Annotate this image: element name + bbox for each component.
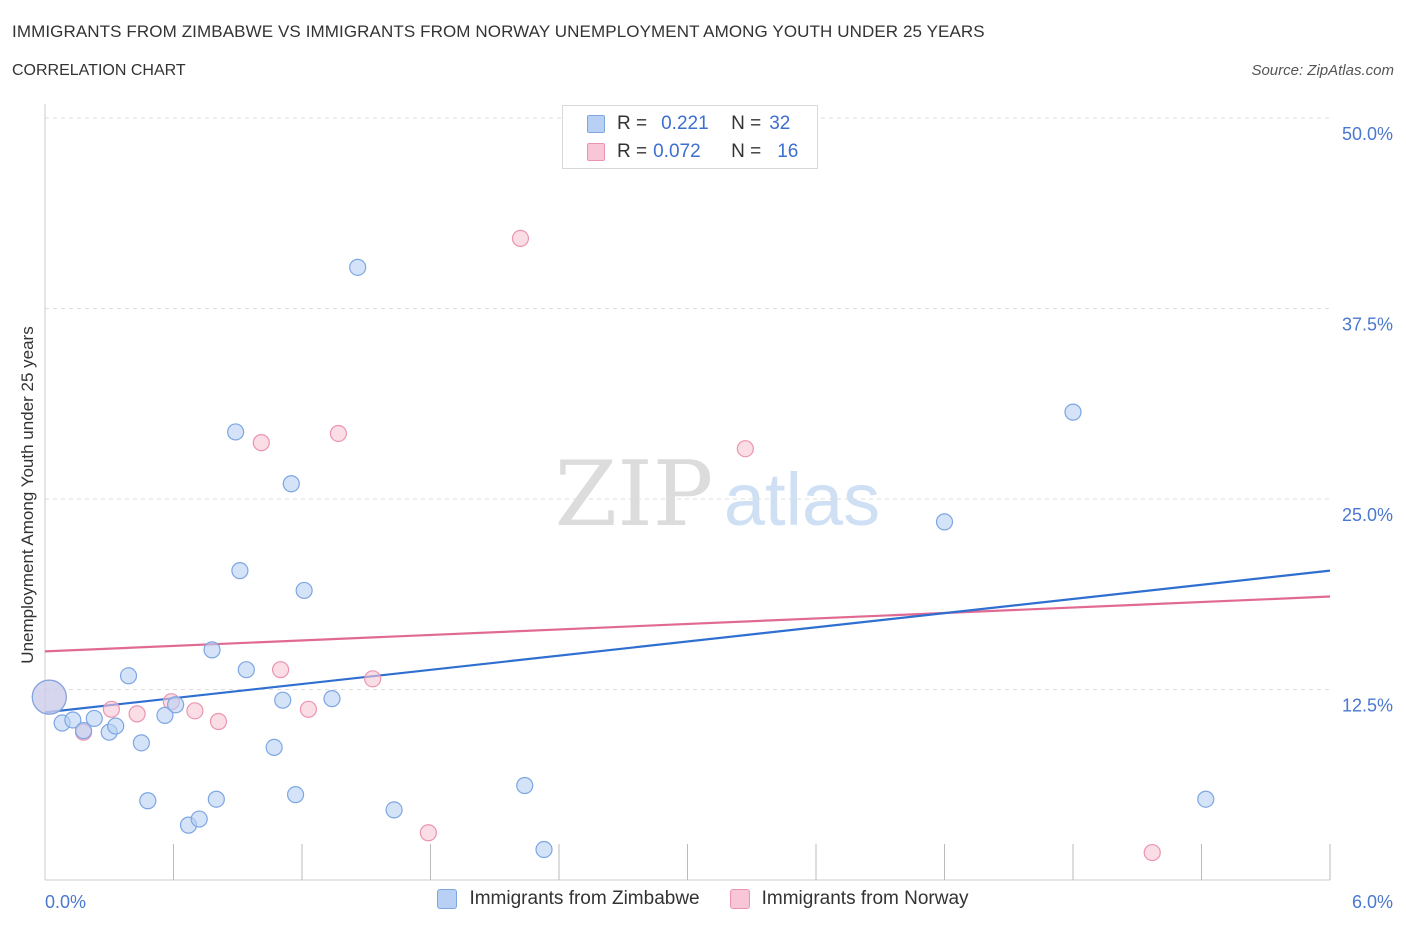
data-point-zimbabwe <box>227 423 245 441</box>
data-point-zimbabwe <box>156 706 174 725</box>
legend-label-zimbabwe: Immigrants from Zimbabwe <box>469 888 700 909</box>
chart-subtitle: CORRELATION CHART <box>12 62 186 79</box>
data-point-norway <box>252 434 270 452</box>
y-tick-label: 12.5% <box>1342 696 1393 716</box>
y-tick-label: 25.0% <box>1342 505 1393 525</box>
legend-n-value: 32 <box>769 113 791 134</box>
x-tick-label: 6.0% <box>1352 892 1393 912</box>
legend-r-label: R = <box>617 113 648 134</box>
legend-swatch-zimbabwe <box>587 115 605 133</box>
data-point-zimbabwe <box>282 475 300 493</box>
tick-labels: 12.5% 25.0% 37.5% 50.0% 0.0% 6.0% <box>45 124 1393 912</box>
legend-label-norway: Immigrants from Norway <box>761 888 969 909</box>
data-point-zimbabwe <box>535 840 553 859</box>
data-point-zimbabwe <box>190 810 208 828</box>
legend-swatch-zimbabwe <box>437 889 458 909</box>
source-credit: Source: ZipAtlas.com <box>1251 62 1394 79</box>
data-point-norway <box>329 424 348 443</box>
data-point-zimbabwe <box>516 776 534 795</box>
data-point-zimbabwe <box>119 667 138 685</box>
data-point-norway <box>128 705 146 723</box>
data-point-zimbabwe <box>207 790 225 808</box>
trend-lines <box>44 569 1331 714</box>
legend-row-norway: R = 0.072 N = 16 <box>587 140 798 164</box>
stats-legend: R = 0.221 N = 32 R = 0.072 N = 16 <box>562 105 818 169</box>
data-point-zimbabwe <box>85 709 103 728</box>
data-point-zimbabwe <box>265 738 283 757</box>
data-point-norway <box>419 824 437 842</box>
series-legend: Immigrants from Zimbabwe Immigrants from… <box>0 888 1406 910</box>
data-point-zimbabwe <box>132 734 150 752</box>
legend-row-zimbabwe: R = 0.221 N = 32 <box>587 112 790 136</box>
x-tick-label: 0.0% <box>45 892 86 912</box>
watermark-zip: ZIP <box>555 442 714 547</box>
legend-swatch-norway <box>729 889 750 909</box>
data-point-zimbabwe <box>107 717 125 735</box>
data-point-zimbabwe <box>231 562 249 580</box>
chart-title: IMMIGRANTS FROM ZIMBABWE VS IMMIGRANTS F… <box>12 22 985 41</box>
data-point-zimbabwe <box>139 792 157 810</box>
data-point-zimbabwe <box>286 786 305 804</box>
data-point-zimbabwe <box>1197 790 1215 808</box>
data-point-zimbabwe <box>385 801 403 819</box>
data-point-zimbabwe <box>64 711 82 729</box>
data-point-zimbabwe <box>274 691 292 709</box>
data-point-zimbabwe <box>935 513 954 531</box>
legend-n-label: N = <box>731 141 762 162</box>
legend-n-label: N = <box>731 113 762 134</box>
data-point-norway <box>271 661 290 679</box>
legend-r-label: R = <box>617 141 648 162</box>
data-point-norway <box>364 670 382 688</box>
data-point-norway <box>102 700 120 718</box>
legend-r-value: 0.072 <box>653 141 701 162</box>
watermark: ZIP atlas <box>555 442 880 547</box>
data-point-norway <box>1143 843 1161 862</box>
legend-n-value: 16 <box>777 141 799 162</box>
data-point-zimbabwe <box>349 258 367 276</box>
data-point-zimbabwe <box>237 661 255 679</box>
data-point-zimbabwe <box>31 679 67 715</box>
trend-line-zimbabwe <box>44 569 1331 714</box>
trend-line-norway <box>44 595 1331 653</box>
data-point-norway <box>736 440 754 458</box>
data-point-zimbabwe <box>323 690 341 708</box>
y-tick-label: 37.5% <box>1342 315 1393 335</box>
data-point-zimbabwe <box>203 641 221 659</box>
data-point-zimbabwe <box>1064 403 1082 421</box>
legend-item-norway[interactable]: Immigrants from Norway <box>729 888 969 910</box>
legend-swatch-norway <box>587 143 605 161</box>
legend-r-value: 0.221 <box>661 113 709 134</box>
legend-item-zimbabwe[interactable]: Immigrants from Zimbabwe <box>437 888 700 910</box>
y-tick-label: 50.0% <box>1342 124 1393 144</box>
data-point-zimbabwe <box>295 581 313 600</box>
axes <box>44 104 1331 881</box>
data-points <box>31 229 1215 862</box>
data-point-zimbabwe <box>74 722 93 740</box>
data-point-norway <box>209 712 228 731</box>
data-point-norway <box>511 229 530 247</box>
data-point-norway <box>186 702 204 720</box>
data-point-zimbabwe <box>167 696 185 714</box>
data-point-norway <box>299 700 318 718</box>
